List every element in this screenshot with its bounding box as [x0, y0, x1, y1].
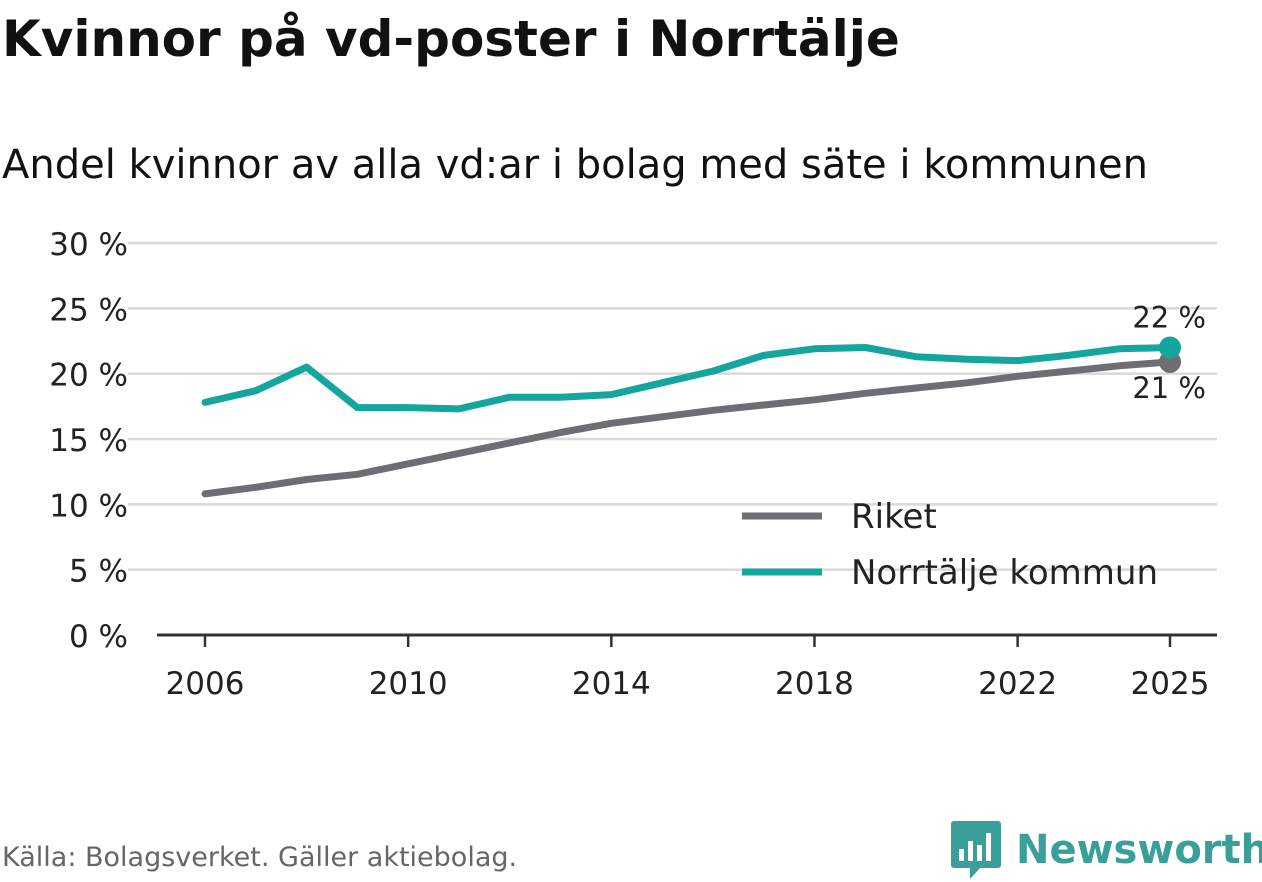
- end-labels: 21 % 22 %: [1132, 301, 1206, 405]
- y-tick-label: 10 %: [49, 488, 128, 524]
- series-lines: [201, 336, 1181, 498]
- end-value-label: 21 %: [1132, 371, 1206, 405]
- series-line-riket: [201, 358, 1174, 498]
- x-tick-label: 2006: [166, 666, 245, 702]
- y-tick-label: 0 %: [69, 619, 128, 655]
- series-line-norrtälje-kommun: [201, 344, 1174, 413]
- end-point-marker: [1159, 336, 1181, 359]
- x-axis-ticks: 2006 2010 2014 2018 2022 2025: [166, 635, 1210, 702]
- x-tick-label: 2018: [775, 666, 854, 702]
- end-value-label: 22 %: [1132, 301, 1206, 335]
- legend-label: Riket: [851, 497, 937, 537]
- y-tick-label: 15 %: [49, 423, 128, 459]
- brand-name: Newsworthy: [1016, 827, 1262, 873]
- brand-logo: Newsworthy: [950, 818, 1262, 882]
- x-tick-label: 2025: [1131, 666, 1210, 702]
- chart-title: Kvinnor på vd-poster i Norrtälje: [2, 10, 900, 68]
- newsworthy-logo-icon: [951, 821, 1001, 879]
- source-note: Källa: Bolagsverket. Gäller aktiebolag.: [2, 842, 518, 873]
- chart-subtitle: Andel kvinnor av alla vd:ar i bolag med …: [2, 142, 1148, 188]
- y-tick-label: 25 %: [49, 292, 128, 328]
- legend-label: Norrtälje kommun: [851, 553, 1158, 593]
- y-tick-label: 20 %: [49, 358, 128, 394]
- legend: Riket Norrtälje kommun: [742, 497, 1158, 593]
- y-axis-ticks: 0 % 5 % 10 % 15 % 20 % 25 % 30 %: [49, 227, 128, 655]
- x-tick-label: 2010: [369, 666, 448, 702]
- x-tick-label: 2014: [572, 666, 651, 702]
- y-tick-label: 5 %: [69, 554, 128, 590]
- x-tick-label: 2022: [978, 666, 1057, 702]
- y-tick-label: 30 %: [49, 227, 128, 263]
